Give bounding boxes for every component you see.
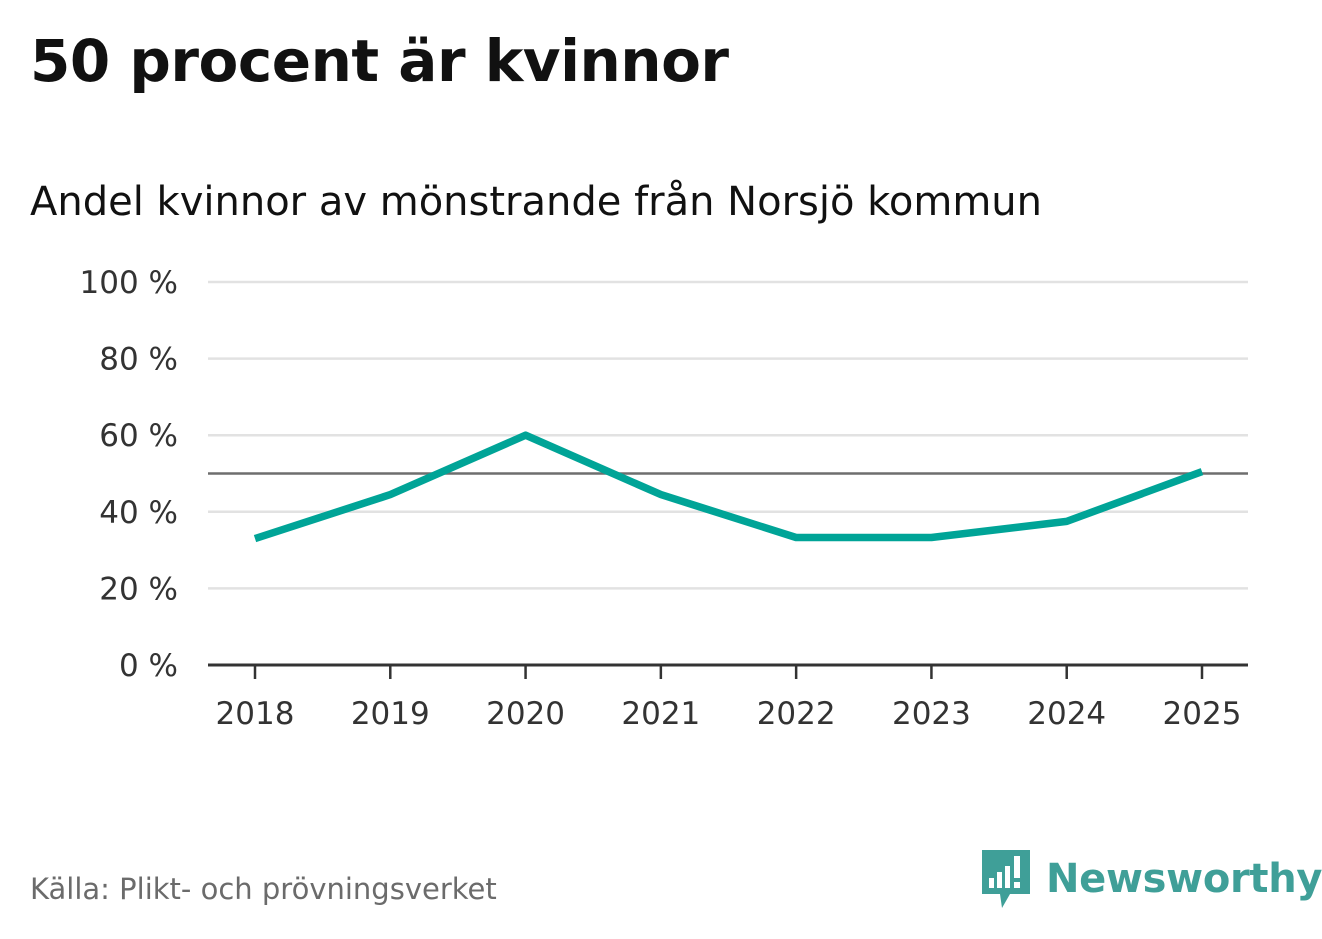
data-point: [1199, 468, 1206, 475]
x-tick-label: 2023: [892, 696, 971, 732]
x-tick-label: 2019: [351, 696, 430, 732]
chart-subtitle: Andel kvinnor av mönstrande från Norsjö …: [30, 179, 1042, 225]
x-axis: [208, 663, 1248, 679]
x-tick-label: 2018: [216, 696, 295, 732]
gridlines: [208, 280, 1248, 590]
data-point: [657, 491, 664, 498]
series-line: [253, 431, 1204, 543]
data-point: [387, 491, 394, 498]
x-axis-labels: 2018 2019 2020 2021 2022 2023 2024 2025: [216, 696, 1242, 732]
newsworthy-logo: Newsworthy: [980, 846, 1322, 912]
newsworthy-logo-icon: [982, 850, 1030, 908]
y-tick-label: 80 %: [99, 342, 178, 378]
y-tick-label: 40 %: [99, 495, 178, 531]
y-tick-label: 0 %: [119, 648, 178, 684]
x-tick-label: 2025: [1163, 696, 1242, 732]
x-tick-label: 2021: [621, 696, 700, 732]
data-point: [793, 534, 800, 541]
y-tick-label: 100 %: [80, 265, 178, 301]
data-point: [1063, 518, 1070, 525]
y-tick-label: 20 %: [99, 571, 178, 607]
x-tick-label: 2020: [486, 696, 565, 732]
x-tick-label: 2022: [757, 696, 836, 732]
source-note: Källa: Plikt- och prövningsverket: [30, 872, 497, 906]
x-tick-label: 2024: [1027, 696, 1106, 732]
data-point: [522, 432, 529, 439]
y-tick-label: 60 %: [99, 418, 178, 454]
brand-name: Newsworthy: [1046, 856, 1322, 902]
data-point: [252, 535, 259, 542]
y-axis-labels: 0 % 20 % 40 % 60 % 80 % 100 %: [80, 265, 178, 684]
data-point: [928, 534, 935, 541]
series-group: [252, 431, 1206, 543]
chart-title: 50 procent är kvinnor: [30, 27, 729, 95]
